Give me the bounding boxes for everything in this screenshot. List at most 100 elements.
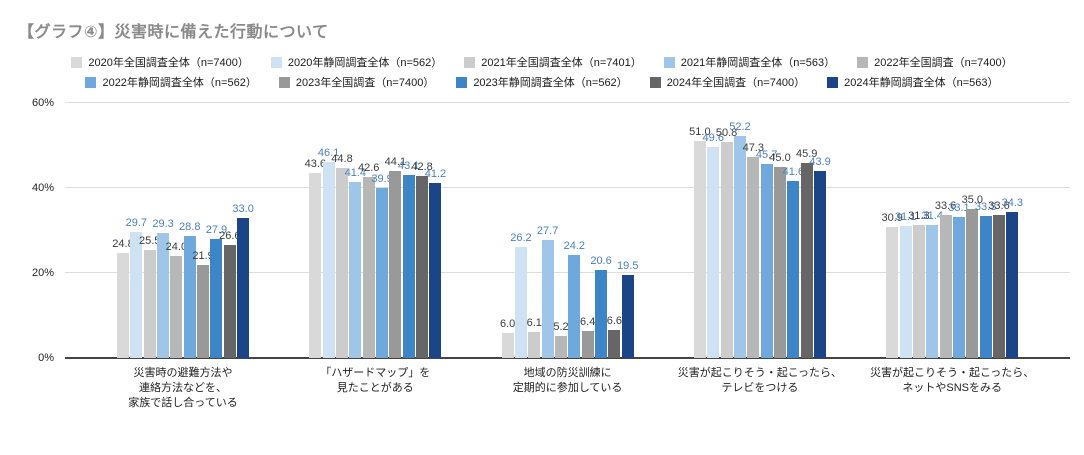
legend-item: 2022年静岡調査全体（n=562）	[85, 74, 257, 90]
legend-item: 2024年静岡調査全体（n=563）	[827, 74, 999, 90]
bar	[183, 235, 196, 358]
bar-value-label: 43.9	[809, 156, 831, 169]
bar	[939, 215, 952, 358]
legend-label: 2021年静岡調査全体（n=563）	[680, 57, 836, 69]
bar	[747, 156, 760, 358]
bar-value-label: 45.9	[795, 147, 818, 160]
bar-value-label: 31.4	[921, 209, 943, 222]
chart-title: 【グラフ④】災害時に備えた行動について	[18, 24, 329, 41]
legend-item: 2024年全国調査（n=7400）	[649, 74, 805, 90]
bar	[335, 167, 348, 358]
x-axis-category-label: 「ハザードマップ」を 見たことがある	[320, 367, 431, 394]
bar-value-label: 47.3	[742, 141, 764, 154]
bar	[886, 226, 899, 358]
bar-group: 6.0 26.2 6.1 27.7 5.2 24.2 6.4 20.6 6.6 19.5	[499, 103, 638, 358]
bar-value-label: 21.9	[192, 249, 214, 262]
bar	[117, 252, 129, 358]
legend-swatch-icon	[827, 76, 839, 88]
bar	[581, 330, 594, 358]
bar-value-label: 45.0	[769, 151, 791, 164]
bar	[926, 224, 939, 358]
legend-item: 2021年静岡調査全体（n=563）	[663, 54, 836, 70]
legend-swatch-icon	[649, 76, 661, 88]
bar	[237, 217, 250, 358]
bar-value-label: 24.8	[112, 237, 134, 250]
bar	[1006, 212, 1019, 358]
bar-value-label: 43.1	[398, 159, 420, 172]
bar-value-label: 29.7	[125, 216, 148, 229]
x-axis-category-label: 地域の防災訓練に 定期的に参加している	[512, 367, 623, 394]
legend-swatch-icon	[456, 76, 468, 88]
bar	[210, 239, 223, 358]
bar	[514, 246, 527, 358]
bar	[979, 216, 992, 358]
bar-value-label: 25.5	[138, 234, 161, 247]
bar-value-label: 28.8	[179, 220, 201, 233]
bar-value-label: 44.8	[331, 152, 353, 165]
bar-value-label: 19.5	[617, 260, 639, 273]
bar-group: 30.9 31.1 31.3 31.4 33.6 33.1 35.0 33.3 33.6 34.3	[881, 103, 1023, 358]
legend-row-1: 2020年全国調査全体（n=7400） 2020年静岡調査全体（n=562） 202…	[71, 54, 1013, 70]
x-axis-category-label: 災害が起こりそう・起こったら、 テレビをつける	[677, 367, 842, 394]
bar-value-label: 44.1	[384, 155, 407, 168]
bar	[528, 332, 541, 358]
bar-value-label: 49.6	[702, 132, 724, 145]
bar-value-label: 31.3	[908, 209, 930, 222]
bar-value-label: 20.6	[590, 255, 612, 268]
bar-value-label: 6.0	[499, 317, 516, 330]
legend-swatch-icon	[663, 56, 675, 68]
plot-area: 24.8 29.7 25.5 29.3 24.0 28.8 21.9 27.9 26.6 33.0…	[65, 102, 1070, 359]
bar	[966, 209, 979, 358]
bar-value-label: 46.1	[317, 147, 340, 160]
gridline	[65, 187, 1070, 188]
bar-value-label: 41.2	[424, 167, 447, 180]
bar-value-label: 26.6	[219, 229, 241, 242]
bar-value-label: 33.3	[974, 201, 997, 214]
legend-label: 2023年全国調査（n=7400）	[295, 77, 435, 89]
bar	[223, 244, 236, 358]
legend-label: 2020年全国調査全体（n=7400）	[88, 57, 249, 69]
bar-value-label: 34.3	[1001, 197, 1024, 210]
x-axis: 災害時の避難方法や 連絡方法などを、 家族で話し合っている 「ハザードマップ」を …	[65, 366, 1070, 426]
bar	[554, 335, 567, 358]
bar	[402, 174, 415, 358]
bar	[787, 181, 800, 358]
bar-value-label: 26.2	[510, 231, 532, 244]
bar	[130, 231, 143, 358]
legend-label: 2020年静岡調査全体（n=562）	[287, 57, 443, 69]
bar	[912, 224, 925, 358]
legend-swatch-icon	[270, 56, 282, 68]
legend-label: 2021年全国調査全体（n=7401）	[481, 57, 642, 69]
bar	[349, 182, 362, 358]
bar-value-label: 6.6	[606, 314, 623, 327]
x-axis-category-label: 災害が起こりそう・起こったら、 ネットやSNSをみる	[870, 367, 1035, 394]
bar-value-label: 45.7	[755, 148, 778, 161]
bar	[376, 188, 389, 358]
bar-value-label: 29.3	[152, 218, 174, 231]
bar	[170, 256, 183, 358]
bar	[800, 162, 813, 358]
bar-value-label: 35.0	[961, 194, 983, 207]
bar-value-label: 30.9	[881, 211, 903, 224]
bar	[501, 332, 514, 358]
bar-value-label: 41.6	[782, 166, 805, 179]
legend-label: 2024年静岡調査全体（n=563）	[844, 77, 999, 89]
legend-row-2: 2022年静岡調査全体（n=562） 2023年全国調査（n=7400） 2023年…	[85, 74, 999, 90]
legend-item: 2020年全国調査全体（n=7400）	[71, 54, 249, 70]
legend-swatch-icon	[857, 56, 869, 68]
bar-value-label: 31.1	[894, 210, 917, 223]
y-axis-tick-label: 40%	[31, 182, 54, 194]
bar	[541, 240, 554, 358]
bar-value-label: 42.6	[357, 161, 380, 174]
bar-value-label: 39.9	[371, 173, 393, 186]
bar-value-label: 33.6	[934, 200, 957, 213]
bar-group: 43.6 46.1 44.8 41.4 42.6 39.9 44.1 43.1 42.8 41.2	[305, 103, 446, 358]
bar-group: 24.8 29.7 25.5 29.3 24.0 28.8 21.9 27.9 26.6 33.0	[112, 103, 254, 358]
bar	[707, 147, 720, 358]
legend-label: 2023年静岡調査全体（n=562）	[473, 77, 628, 89]
bar-value-label: 52.2	[729, 121, 751, 134]
bar	[429, 182, 442, 358]
bar-value-label: 51.0	[689, 126, 711, 139]
bar	[621, 275, 634, 358]
